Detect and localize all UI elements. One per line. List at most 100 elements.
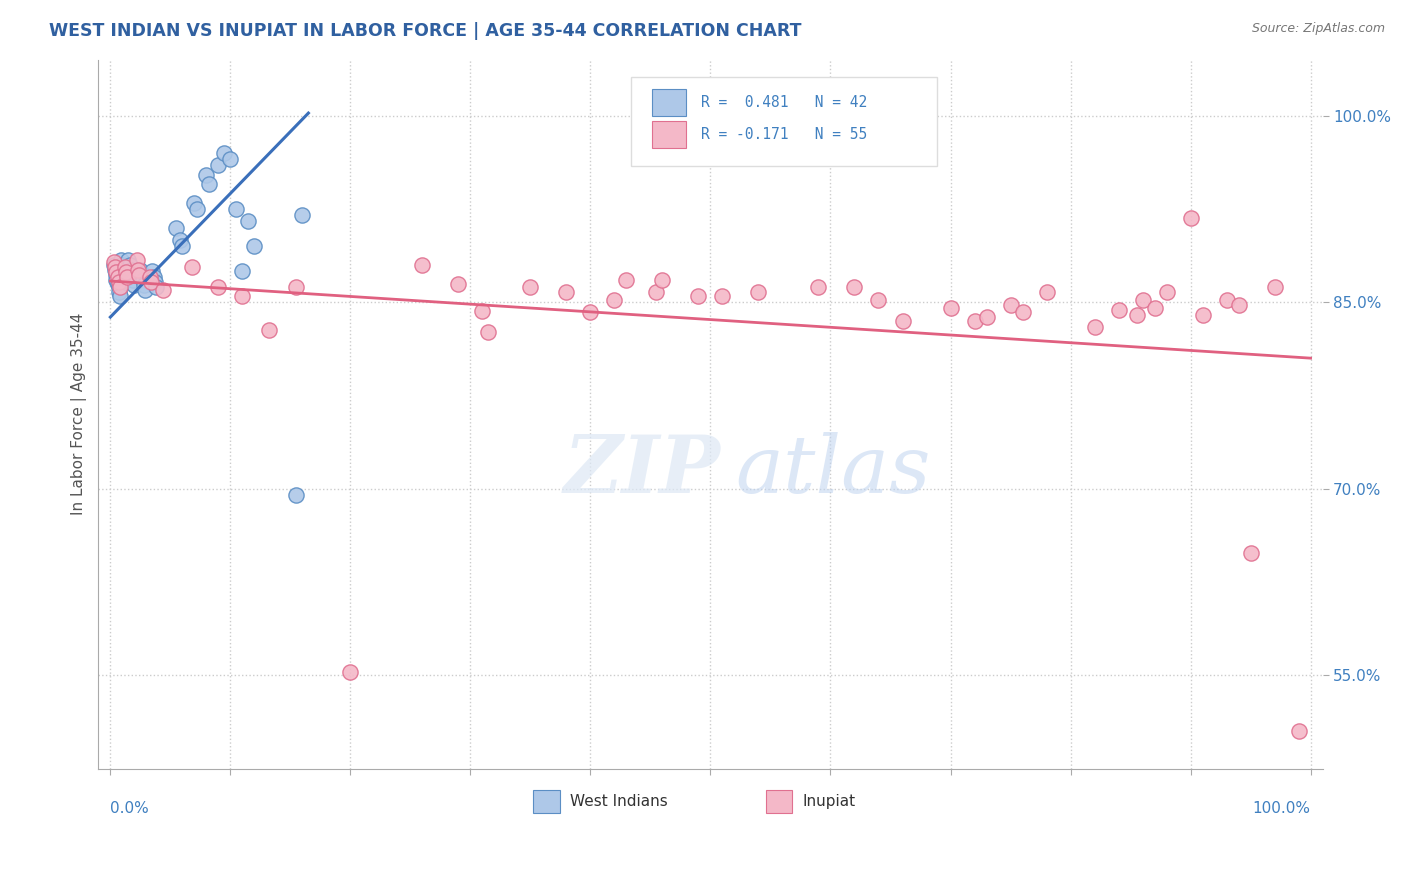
Point (231, 289, 253, 303)
Bar (765, 790, 793, 813)
Text: WEST INDIAN VS INUPIAT IN LABOR FORCE | AGE 35-44 CORRELATION CHART: WEST INDIAN VS INUPIAT IN LABOR FORCE | … (49, 22, 801, 40)
Point (939, 301, 962, 316)
Point (207, 158, 229, 172)
Point (1132, 293, 1154, 307)
Point (143, 275, 166, 289)
Point (169, 233, 191, 247)
Point (105, 268, 128, 282)
Point (165, 220, 187, 235)
Point (115, 265, 138, 279)
Point (603, 293, 626, 307)
Point (134, 283, 156, 297)
Point (1288, 724, 1310, 739)
Point (1215, 293, 1237, 307)
Point (844, 280, 866, 294)
Point (1143, 301, 1166, 316)
Point (688, 289, 710, 303)
Point (579, 305, 602, 319)
Point (129, 262, 152, 277)
Bar (652, 120, 686, 147)
Point (1011, 305, 1033, 319)
Point (125, 252, 148, 267)
Point (127, 262, 149, 277)
Point (339, 665, 361, 679)
Point (131, 268, 153, 282)
Point (1239, 546, 1261, 560)
Text: Source: ZipAtlas.com: Source: ZipAtlas.com (1251, 22, 1385, 36)
Point (107, 280, 129, 294)
Point (195, 169, 218, 183)
Point (645, 285, 668, 300)
Y-axis label: In Labor Force | Age 35-44: In Labor Force | Age 35-44 (72, 313, 87, 516)
Point (115, 270, 138, 285)
FancyBboxPatch shape (631, 78, 936, 166)
Point (291, 208, 314, 222)
Point (1125, 308, 1147, 322)
Text: R =  0.481   N = 42: R = 0.481 N = 42 (700, 95, 868, 110)
Point (105, 265, 128, 279)
Point (110, 252, 132, 267)
Point (1083, 320, 1105, 334)
Point (132, 273, 155, 287)
Point (139, 270, 162, 285)
Point (104, 262, 127, 277)
Text: 100.0%: 100.0% (1253, 800, 1310, 815)
Point (108, 280, 131, 294)
Point (555, 285, 578, 300)
Point (1264, 280, 1286, 294)
Point (114, 260, 136, 275)
Point (197, 177, 219, 191)
Point (651, 273, 673, 287)
Point (141, 264, 163, 278)
Point (128, 268, 150, 282)
Point (285, 488, 308, 502)
Point (1156, 285, 1178, 300)
Point (519, 280, 541, 294)
Text: 0.0%: 0.0% (110, 800, 149, 815)
Point (477, 325, 499, 339)
Point (117, 252, 139, 267)
Point (142, 270, 165, 285)
Point (181, 260, 204, 275)
Point (225, 202, 247, 216)
Point (807, 280, 830, 294)
Point (711, 289, 734, 303)
Point (111, 258, 134, 272)
Point (108, 289, 131, 303)
Point (103, 258, 125, 272)
Point (219, 152, 242, 166)
Point (107, 277, 129, 291)
Text: R = -0.171   N = 55: R = -0.171 N = 55 (700, 127, 868, 142)
Point (214, 145, 236, 160)
Point (616, 273, 638, 287)
Point (1191, 308, 1213, 322)
Point (121, 268, 143, 282)
Point (107, 270, 129, 285)
Point (122, 273, 145, 287)
Bar (652, 88, 686, 116)
Point (152, 283, 174, 297)
Point (120, 262, 142, 277)
Point (285, 280, 308, 294)
Point (891, 314, 914, 328)
Point (231, 264, 253, 278)
Point (868, 293, 890, 307)
Point (411, 258, 433, 272)
Point (447, 277, 470, 291)
Point (105, 273, 128, 287)
Text: ZIP: ZIP (564, 432, 720, 509)
Point (1035, 285, 1057, 300)
Point (104, 260, 127, 275)
Point (238, 214, 260, 228)
Text: atlas: atlas (735, 432, 931, 509)
Point (124, 277, 146, 292)
Point (1000, 298, 1022, 312)
Point (145, 280, 167, 294)
Point (141, 275, 163, 289)
Point (132, 277, 155, 292)
Point (471, 304, 494, 318)
Point (107, 275, 129, 289)
Point (1108, 302, 1130, 317)
Point (103, 255, 125, 269)
Point (107, 285, 129, 300)
